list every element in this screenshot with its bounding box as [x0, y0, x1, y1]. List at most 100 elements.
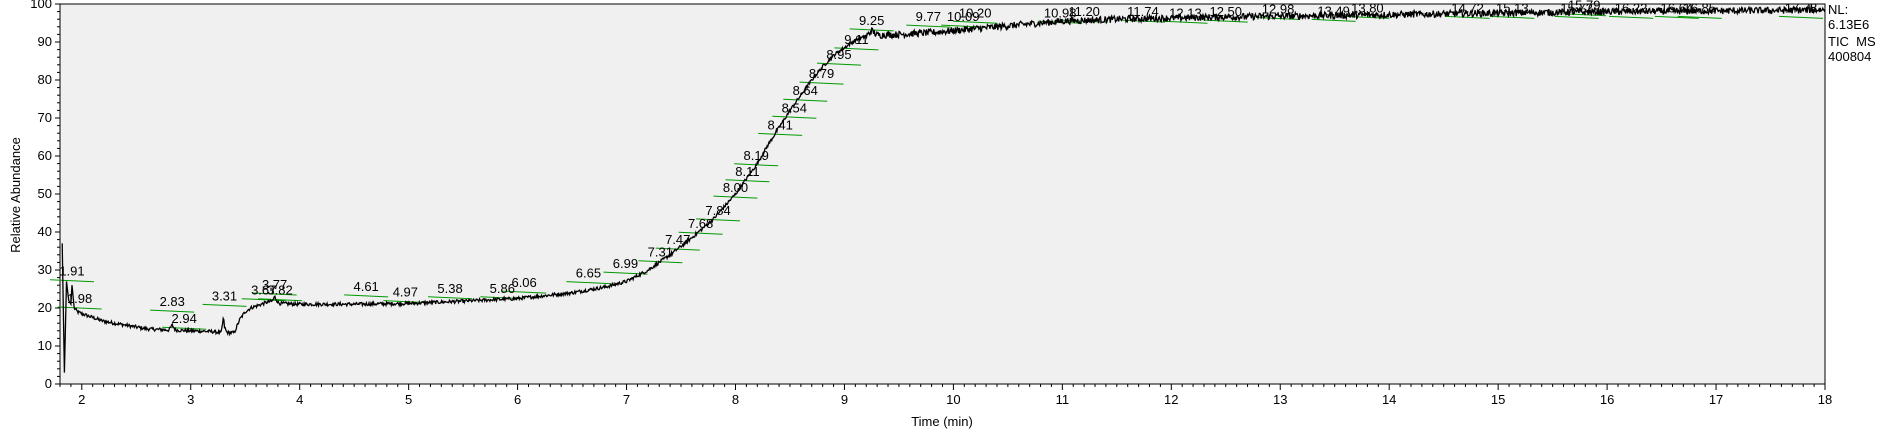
- x-tick-label: 6: [514, 392, 521, 407]
- peak-marker: [1609, 15, 1654, 19]
- peak-label-9.25: 9.25: [859, 13, 884, 28]
- x-tick-label: 2: [78, 392, 85, 407]
- peak-label-5.38: 5.38: [437, 281, 462, 296]
- peak-label-8.11: 8.11: [735, 164, 759, 179]
- x-tick-label: 7: [623, 392, 630, 407]
- peak-marker: [428, 296, 473, 300]
- peak-marker: [252, 292, 297, 296]
- peak-marker: [202, 303, 247, 307]
- y-tick-label: 20: [38, 300, 52, 315]
- peak-label-5.86: 5.86: [490, 281, 515, 296]
- peak-label-3.82: 3.82: [267, 283, 292, 298]
- x-tick-label: 14: [1382, 392, 1396, 407]
- peak-label-14.72: 14.72: [1451, 0, 1484, 15]
- peak-marker: [1779, 15, 1824, 19]
- x-tick-label: 10: [946, 392, 960, 407]
- peak-marker: [1163, 20, 1208, 24]
- peak-label-7.47: 7.47: [665, 232, 690, 247]
- peak-label-10.98: 10.98: [1044, 5, 1077, 20]
- peak-label-2.83: 2.83: [160, 294, 185, 309]
- peak-label-17.78: 17.78: [1785, 0, 1818, 15]
- peak-marker: [566, 281, 611, 285]
- peak-marker: [713, 195, 758, 199]
- y-tick-label: 90: [38, 34, 52, 49]
- x-axis: 2 3 4 5 6 7 8 9 10 11 12 13 14 15 16 17 18: [59, 384, 1832, 407]
- peak-label-8.64: 8.64: [793, 83, 818, 98]
- peak-marker: [696, 218, 741, 222]
- x-tick-label: 8: [732, 392, 739, 407]
- peak-label-9.11: 9.11: [844, 32, 868, 47]
- peak-marker: [1654, 15, 1699, 19]
- peak-label-13.80: 13.80: [1351, 0, 1384, 15]
- x-tick-label: 12: [1164, 392, 1178, 407]
- peak-marker: [344, 294, 389, 298]
- y-tick-label: 50: [38, 186, 52, 201]
- peak-label-10.09: 10.09: [947, 9, 980, 24]
- peak-marker: [150, 309, 195, 313]
- x-tick-label: 5: [405, 392, 412, 407]
- peak-marker: [953, 20, 998, 24]
- peak-label-15.72: 15.72: [1560, 0, 1593, 15]
- peak-label-10.20: 10.20: [959, 5, 992, 20]
- peak-label-16.22: 16.22: [1615, 0, 1648, 15]
- y-tick-label: 70: [38, 110, 52, 125]
- peak-label-8.95: 8.95: [826, 47, 851, 62]
- peak-marker: [1445, 15, 1490, 19]
- peak-label-7.31: 7.31: [648, 245, 673, 260]
- peak-marker: [1554, 15, 1599, 19]
- peak-label-7.84: 7.84: [705, 203, 730, 218]
- x-axis-title: Time (min): [911, 414, 973, 429]
- peak-marker: [772, 115, 817, 119]
- peak-marker: [57, 306, 102, 310]
- peak-labels: 1.91 1.98 2.83 2.94 3.31 3.673.773.82 4.61 4.97…: [59, 0, 1817, 326]
- x-tick-label: 16: [1600, 392, 1614, 407]
- peak-marker: [502, 290, 547, 294]
- peak-label-7.68: 7.68: [688, 216, 713, 231]
- peak-label-12.98: 12.98: [1262, 2, 1295, 17]
- peak-label-16.85: 16.85: [1683, 0, 1716, 15]
- peak-label-3.67: 3.67: [251, 283, 276, 298]
- peak-marker: [799, 81, 844, 85]
- peak-marker: [1677, 15, 1722, 19]
- peak-label-6.99: 6.99: [613, 256, 638, 271]
- x-tick-label: 15: [1491, 392, 1505, 407]
- peak-label-9.77: 9.77: [916, 9, 941, 24]
- peak-label-4.61: 4.61: [353, 279, 378, 294]
- peak-label-8.19: 8.19: [744, 148, 769, 163]
- peak-label-12.50: 12.50: [1209, 4, 1242, 19]
- x-tick-label: 11: [1056, 392, 1070, 407]
- peak-marker: [49, 279, 95, 283]
- peak-label-3.77: 3.77: [262, 277, 287, 292]
- y-tick-label: 40: [38, 224, 52, 239]
- x-tick-label: 18: [1818, 392, 1832, 407]
- peak-label-8.00: 8.00: [723, 180, 748, 195]
- peak-marker: [906, 24, 951, 28]
- x-tick-label: 9: [841, 392, 848, 407]
- peak-label-11.20: 11.20: [1068, 4, 1100, 19]
- y-axis-title: Relative Abundance: [8, 137, 23, 253]
- info-line-1: NL:: [1828, 2, 1848, 17]
- x-tick-label: 4: [296, 392, 303, 407]
- info-line-2: 6.13E6: [1828, 17, 1869, 32]
- y-axis: 0 10 20 30 40 50 60 70 80 90 100: [30, 0, 60, 391]
- tic-trace-line: [61, 4, 1826, 373]
- peak-label-8.79: 8.79: [809, 66, 834, 81]
- peak-label-16.64: 16.64: [1661, 0, 1694, 15]
- peak-label-8.41: 8.41: [768, 117, 793, 132]
- peak-label-2.94: 2.94: [172, 311, 197, 326]
- y-tick-label: 60: [38, 148, 52, 163]
- peak-marker: [758, 132, 803, 136]
- peak-label-4.97: 4.97: [393, 285, 418, 300]
- peak-marker: [678, 231, 723, 235]
- y-tick-label: 80: [38, 72, 52, 87]
- y-tick-label: 10: [38, 338, 52, 353]
- peak-label-15.79: 15.79: [1568, 0, 1601, 13]
- plot-area: [59, 3, 1826, 385]
- info-line-4: 400804: [1828, 49, 1871, 64]
- peak-label-8.54: 8.54: [782, 100, 807, 115]
- peak-label-1.98: 1.98: [67, 291, 92, 306]
- peak-label-6.06: 6.06: [511, 275, 536, 290]
- peak-marker: [783, 98, 828, 102]
- x-tick-label: 3: [187, 392, 194, 407]
